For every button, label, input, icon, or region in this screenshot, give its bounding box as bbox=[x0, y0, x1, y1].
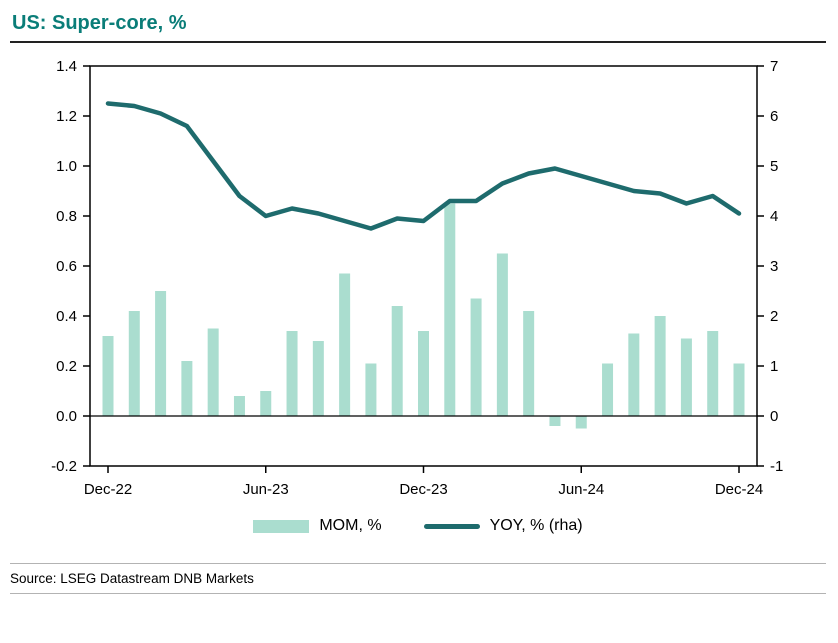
svg-text:1.4: 1.4 bbox=[56, 58, 77, 75]
svg-text:0: 0 bbox=[770, 408, 778, 425]
svg-text:3: 3 bbox=[770, 258, 778, 275]
legend-item-mom: MOM, % bbox=[253, 517, 382, 535]
svg-text:0.0: 0.0 bbox=[56, 408, 77, 425]
svg-text:0.4: 0.4 bbox=[56, 308, 77, 325]
svg-text:0.6: 0.6 bbox=[56, 258, 77, 275]
svg-text:7: 7 bbox=[770, 58, 778, 75]
svg-text:4: 4 bbox=[770, 208, 778, 225]
svg-text:5: 5 bbox=[770, 158, 778, 175]
svg-text:Dec-23: Dec-23 bbox=[399, 481, 447, 498]
svg-text:0.8: 0.8 bbox=[56, 208, 77, 225]
source-note: Source: LSEG Datastream DNB Markets bbox=[10, 571, 254, 586]
svg-text:-0.2: -0.2 bbox=[51, 458, 77, 475]
legend-yoy-label: YOY, % (rha) bbox=[489, 517, 583, 534]
svg-text:1.2: 1.2 bbox=[56, 108, 77, 125]
svg-text:-1: -1 bbox=[770, 458, 783, 475]
svg-text:Jun-24: Jun-24 bbox=[558, 481, 604, 498]
chart-svg: -0.2 0.0 0.2 0.4 0.6 0.8 1.0 1.2 1.4 -1 0 1 2 3 4 5 6 7 De… bbox=[51, 58, 783, 498]
title-rule bbox=[10, 41, 826, 43]
legend-yoy-swatch-icon bbox=[423, 523, 480, 529]
svg-text:1.0: 1.0 bbox=[56, 158, 77, 175]
chart-legend: MOM, % YOY, % (rha) bbox=[10, 517, 826, 535]
svg-text:0.2: 0.2 bbox=[56, 358, 77, 375]
svg-text:2: 2 bbox=[770, 308, 778, 325]
svg-text:Jun-23: Jun-23 bbox=[243, 481, 289, 498]
svg-text:Dec-22: Dec-22 bbox=[84, 481, 132, 498]
legend-mom-label: MOM, % bbox=[319, 517, 382, 534]
legend-mom-swatch-icon bbox=[253, 519, 310, 533]
source-block: Source: LSEG Datastream DNB Markets bbox=[10, 563, 826, 594]
page-title: US: Super-core, % bbox=[12, 12, 187, 34]
svg-text:Dec-24: Dec-24 bbox=[715, 481, 763, 498]
svg-text:6: 6 bbox=[770, 108, 778, 125]
legend-item-yoy: YOY, % (rha) bbox=[423, 517, 583, 535]
svg-text:1: 1 bbox=[770, 358, 778, 375]
supercore-chart: -0.2 0.0 0.2 0.4 0.6 0.8 1.0 1.2 1.4 -1 0 1 2 3 4 5 6 7 De… bbox=[10, 51, 826, 503]
